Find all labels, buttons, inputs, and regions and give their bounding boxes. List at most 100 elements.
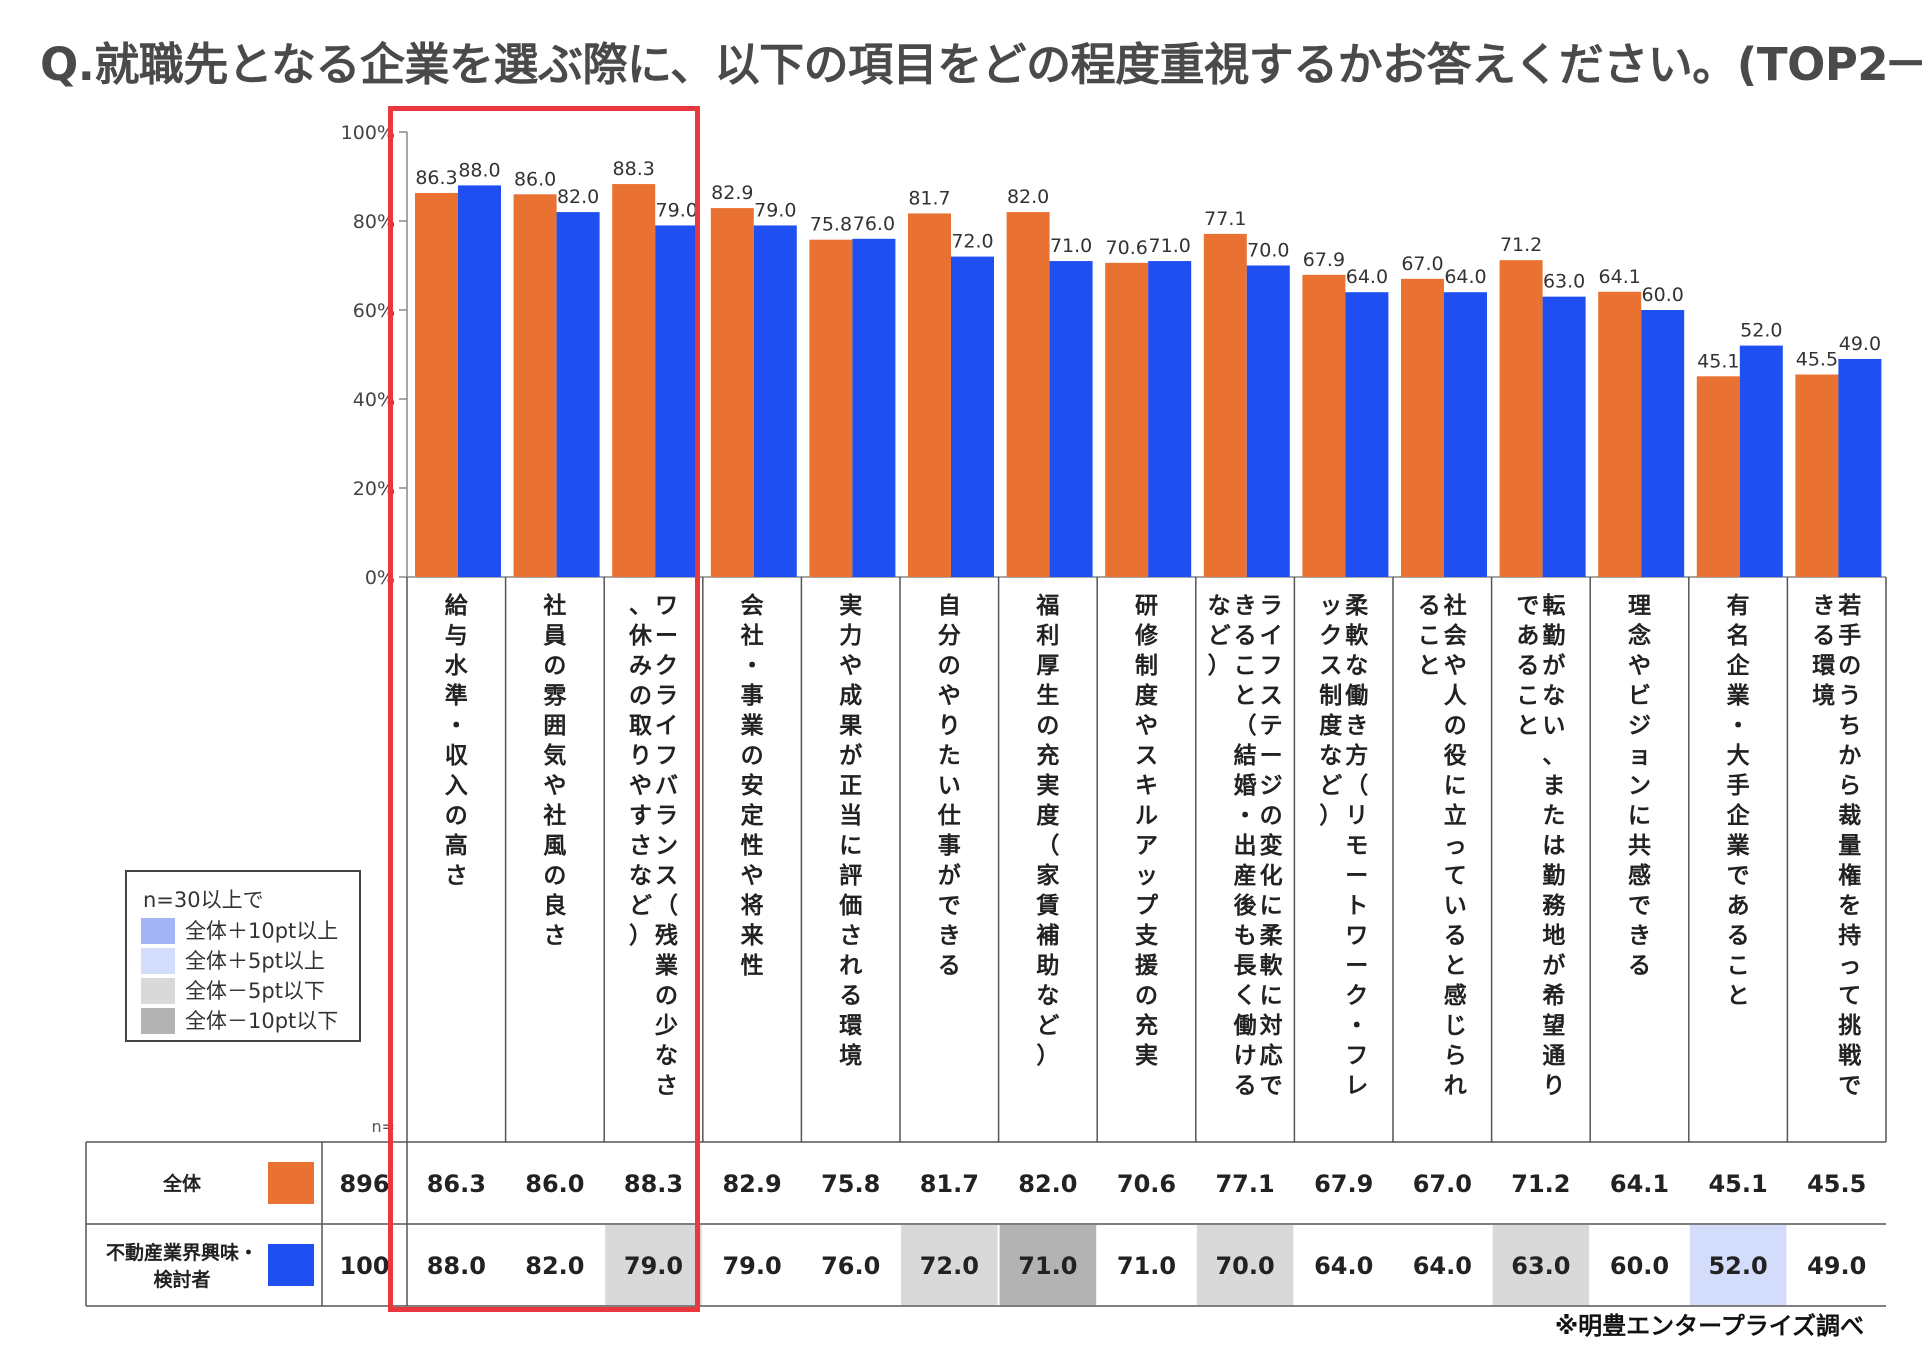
bar-series1	[612, 184, 656, 577]
table-cell-series1: 77.1	[1215, 1170, 1274, 1198]
table-cell-series1: 70.6	[1117, 1170, 1176, 1198]
table-cell-shade	[901, 1225, 998, 1305]
legend-swatch	[141, 1008, 175, 1034]
bar-series2	[655, 225, 699, 577]
table-cell-series2: 71.0	[1117, 1252, 1176, 1280]
bar-series2	[1246, 265, 1290, 577]
bar-series1	[1105, 262, 1149, 577]
table-cell-series2: 82.0	[525, 1252, 584, 1280]
data-label-series1: 82.9	[711, 182, 753, 204]
data-label-series2: 79.0	[656, 199, 698, 221]
data-label-series2: 71.0	[1050, 235, 1092, 257]
data-label-series2: 63.0	[1543, 271, 1585, 293]
bar-series2	[1542, 296, 1586, 577]
y-tick-label: 60%	[353, 300, 395, 322]
data-label-series2: 64.0	[1346, 266, 1388, 288]
bar-series2	[951, 256, 994, 577]
category-label-column: 理念やビジョンに共感できる	[1628, 593, 1651, 979]
legend-swatch	[141, 918, 175, 944]
bar-series2	[1641, 310, 1685, 577]
bar-series1	[1696, 376, 1740, 577]
table-n-value: 100	[339, 1252, 389, 1280]
bar-series1	[809, 239, 853, 577]
data-label-series1: 86.0	[514, 168, 556, 190]
category-label-column: であること	[1516, 593, 1539, 739]
data-label-series1: 81.7	[908, 187, 950, 209]
data-label-series2: 71.0	[1149, 235, 1191, 257]
data-label-series1: 88.3	[613, 158, 655, 180]
category-label-column: ックス制度など）	[1319, 593, 1343, 829]
category-label-column: 転勤がない、または勤務地が希望通り	[1542, 593, 1566, 1099]
bar-series2	[1838, 358, 1882, 577]
bar-series2	[1444, 292, 1487, 577]
category-label-column: ライフステージの変化に柔軟に対応で	[1260, 593, 1284, 1099]
table-cell-series1: 86.3	[427, 1170, 486, 1198]
bar-series2	[458, 185, 501, 577]
data-label-series2: 72.0	[951, 231, 993, 253]
y-tick-label: 80%	[353, 211, 395, 233]
legend-label: 全体＋5pt以上	[185, 949, 325, 973]
bar-series2	[1345, 292, 1389, 577]
table-cell-series2: 76.0	[821, 1252, 880, 1280]
table-swatch-series2	[268, 1244, 314, 1286]
table-layer: 給与水準・収入の高さ 社員の雰囲気や社風の良さ ワークライフバランス（残業の少なさ、…	[85, 577, 1887, 1307]
y-tick-label: 100%	[341, 122, 395, 144]
data-label-series2: 60.0	[1642, 284, 1684, 306]
category-label-column: など）	[1208, 593, 1231, 679]
table-cell-series1: 82.9	[722, 1170, 781, 1198]
y-tick-label: 20%	[353, 478, 395, 500]
table-cell-series2: 70.0	[1215, 1252, 1274, 1280]
table-cell-shade	[1196, 1225, 1294, 1305]
legend-title: n=30以上で	[143, 888, 264, 912]
table-cell-series2: 72.0	[920, 1252, 979, 1280]
data-label-series1: 70.6	[1106, 237, 1148, 259]
table-cell-series1: 45.1	[1708, 1170, 1767, 1198]
bar-series1	[513, 194, 557, 578]
data-label-series2: 49.0	[1839, 333, 1881, 355]
table-cell-series2: 49.0	[1807, 1252, 1866, 1280]
legend-swatch	[141, 948, 175, 974]
table-cell-series1: 86.0	[525, 1170, 584, 1198]
legend-swatch	[141, 978, 175, 1004]
bar-series2	[753, 225, 797, 577]
data-label-series2: 88.0	[458, 159, 500, 181]
table-cell-series2: 52.0	[1708, 1252, 1767, 1280]
highlight-frame	[388, 106, 700, 1312]
category-label-column: 福利厚生の充実度（家賃補助など）	[1035, 593, 1060, 1069]
bar-series2	[556, 212, 600, 577]
category-label-column: 社会や人の役に立っていると感じられ	[1444, 592, 1468, 1099]
legend-label: 全体＋10pt以上	[185, 919, 339, 943]
bar-series2	[1739, 345, 1783, 577]
bar-series1	[1006, 212, 1050, 577]
data-label-series2: 79.0	[754, 199, 796, 221]
bar-series1	[1795, 374, 1839, 577]
category-label-column: きること（結婚・出産後も長く働ける	[1233, 593, 1258, 1099]
data-label-series2: 70.0	[1247, 240, 1289, 262]
source-credit: ※明豊エンタープライズ調べ	[1554, 1312, 1864, 1340]
bar-series2	[1148, 261, 1192, 577]
table-cell-series2: 64.0	[1314, 1252, 1373, 1280]
data-label-series1: 71.2	[1500, 234, 1542, 256]
table-row-name: 不動産業界興味・検討者	[106, 1241, 258, 1291]
data-label-series2: 76.0	[853, 213, 895, 235]
bar-series1	[1401, 278, 1444, 577]
table-cell-series2: 60.0	[1610, 1252, 1669, 1280]
bar-series1	[415, 192, 458, 577]
table-cell-shade	[999, 1225, 1097, 1305]
category-label-column: 若手のうちから裁量権を持って挑戦で	[1838, 593, 1861, 1099]
bar-series2	[1049, 261, 1093, 577]
category-label-column: 有名企業・大手企業であること	[1726, 592, 1751, 1009]
category-label-column: 柔軟な働き方（リモートワーク・フレ	[1344, 593, 1369, 1099]
bar-series1	[1598, 291, 1642, 577]
table-cell-series2: 63.0	[1511, 1252, 1570, 1280]
data-label-series1: 67.0	[1401, 253, 1443, 275]
chart-title: Q.就職先となる企業を選ぶ際に、以下の項目をどの程度重視するかお答えください。(…	[40, 38, 1922, 91]
bars-layer: 86.3 88.0 86.082.088.379.082.979.075.8 76.0…	[415, 158, 1882, 578]
table-cell-series1: 81.7	[920, 1170, 979, 1198]
bar-series2	[852, 238, 896, 578]
table-cell-series1: 75.8	[821, 1170, 880, 1198]
data-label-series1: 67.9	[1303, 249, 1345, 271]
bar-series1	[1203, 233, 1247, 577]
table-cell-shade	[1492, 1225, 1590, 1305]
data-label-series1: 86.3	[415, 167, 457, 189]
